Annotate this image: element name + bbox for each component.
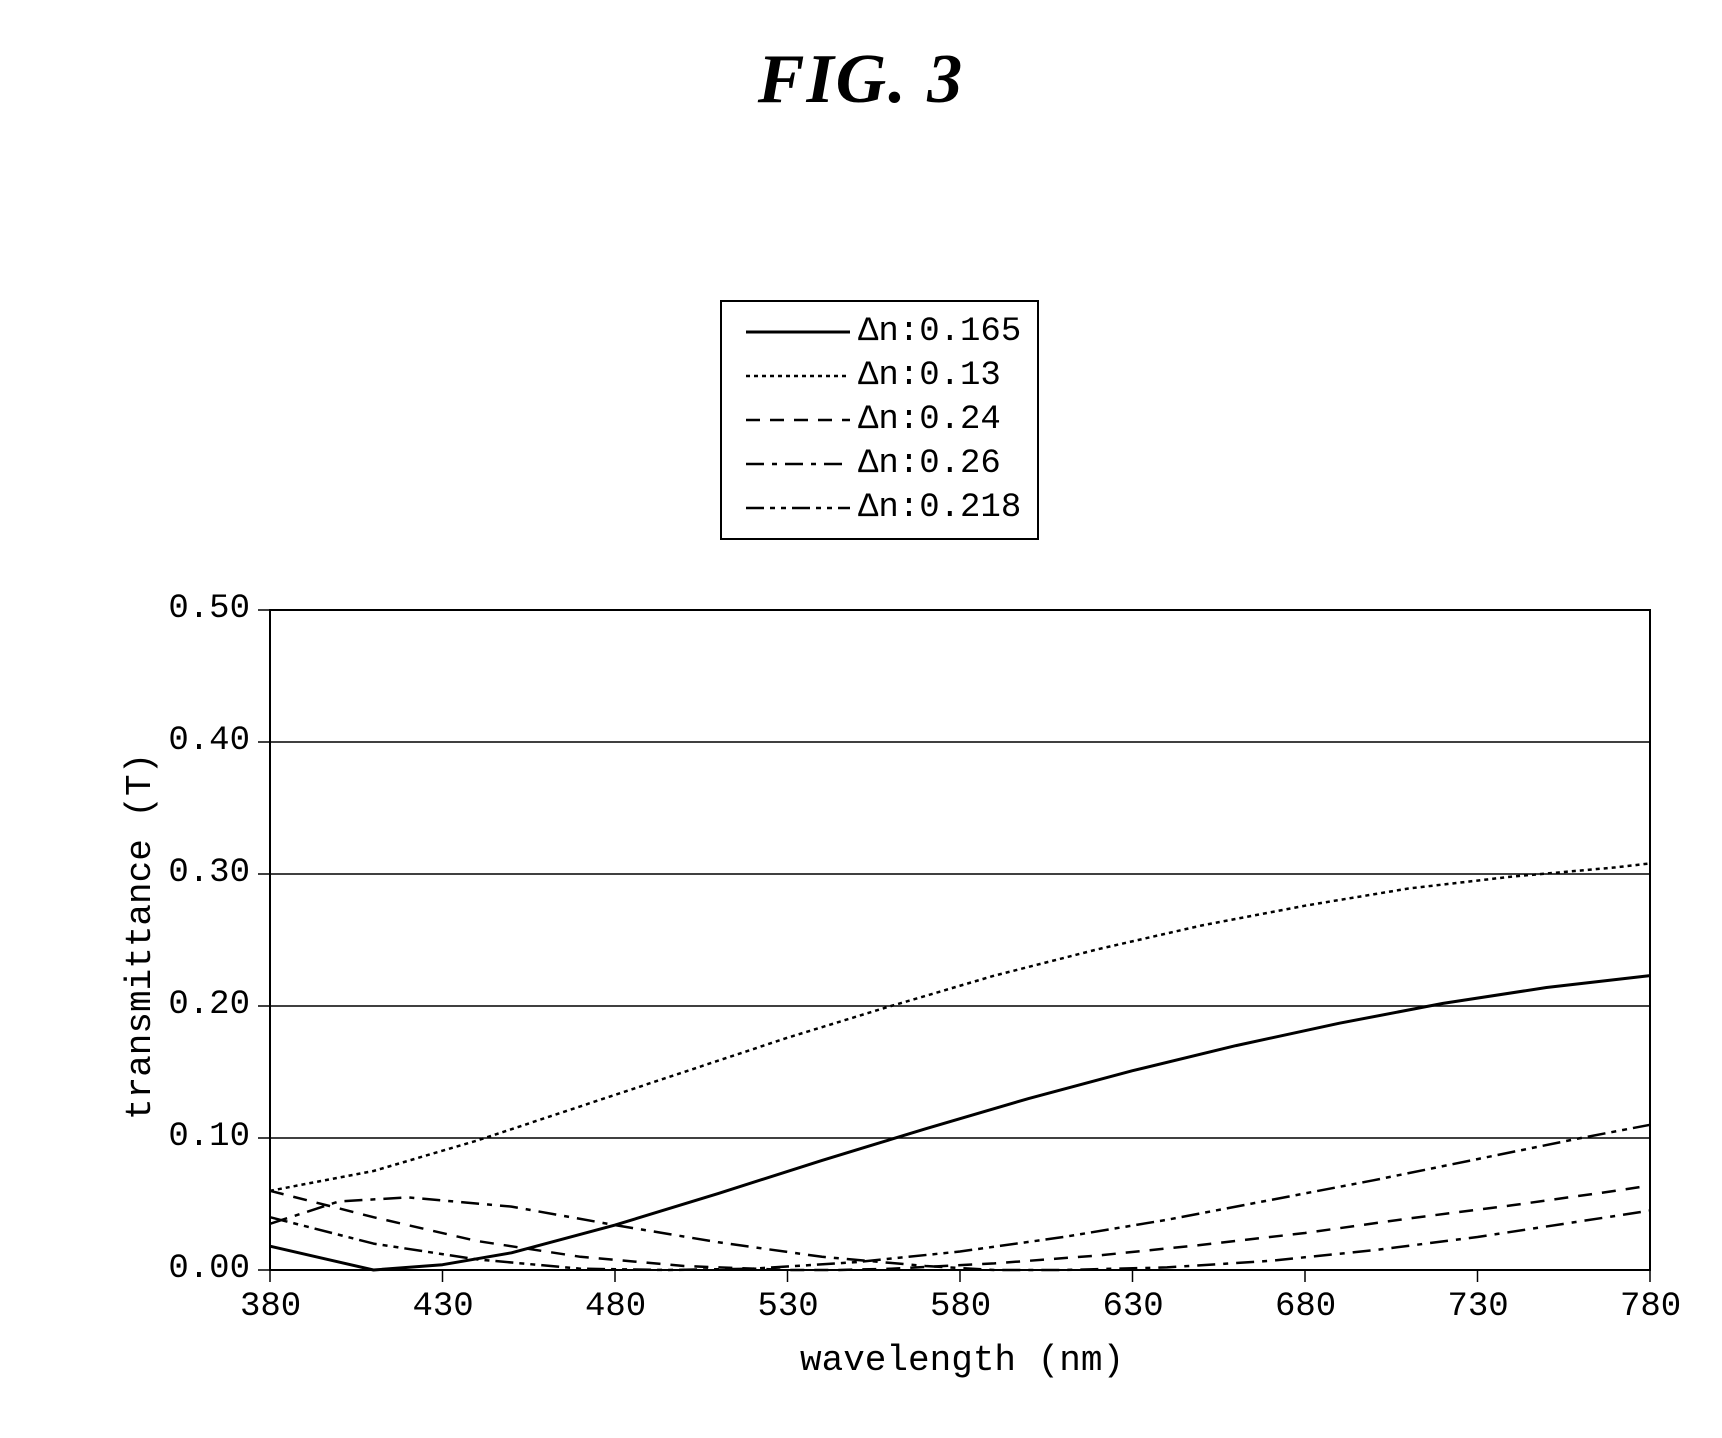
x-axis-label: wavelength (nm) xyxy=(800,1340,1124,1381)
chart-plot xyxy=(0,0,1722,1438)
x-tick-label: 630 xyxy=(1103,1288,1164,1326)
y-tick-label: 0.30 xyxy=(168,854,250,892)
x-tick-label: 530 xyxy=(758,1288,819,1326)
y-tick-label: 0.50 xyxy=(168,590,250,628)
x-tick-label: 380 xyxy=(240,1288,301,1326)
y-tick-label: 0.20 xyxy=(168,986,250,1024)
figure-container: FIG. 3 Δn:0.165Δn:0.13Δn:0.24Δn:0.26Δn:0… xyxy=(0,0,1722,1438)
y-tick-label: 0.10 xyxy=(168,1118,250,1156)
x-tick-label: 480 xyxy=(585,1288,646,1326)
y-tick-label: 0.00 xyxy=(168,1250,250,1288)
x-tick-label: 580 xyxy=(930,1288,991,1326)
y-tick-label: 0.40 xyxy=(168,722,250,760)
y-axis-label: transmittance (T) xyxy=(120,753,161,1120)
x-tick-label: 430 xyxy=(413,1288,474,1326)
x-tick-label: 680 xyxy=(1275,1288,1336,1326)
x-tick-label: 780 xyxy=(1620,1288,1681,1326)
x-tick-label: 730 xyxy=(1448,1288,1509,1326)
